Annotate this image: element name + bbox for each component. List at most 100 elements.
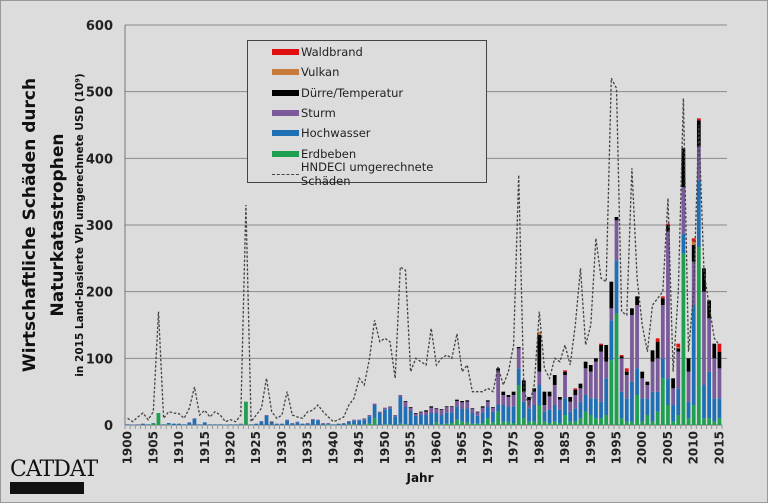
bar-drretemperatur-1982 [547, 391, 552, 397]
bar-erdbeben-2000 [640, 421, 645, 425]
bar-drretemperatur-1964 [455, 399, 459, 401]
bar-drretemperatur-1975 [511, 391, 516, 395]
bar-waldbrand-1987 [573, 388, 578, 390]
bar-erdbeben-2004 [660, 378, 665, 425]
y-tick-label: 600 [86, 19, 113, 34]
legend-swatch [272, 49, 299, 55]
bar-hochwasser-1932 [290, 423, 295, 425]
bar-hochwasser-1929 [274, 423, 279, 425]
bar-erdbeben-2015 [717, 418, 722, 425]
bar-waldbrand-1992 [599, 343, 603, 345]
bar-hochwasser-1925 [254, 423, 259, 425]
bar-sturm-1965 [460, 402, 464, 409]
bar-sturm-2006 [671, 388, 675, 405]
bar-hochwasser-1941 [336, 423, 341, 425]
bar-drretemperatur-1983 [552, 375, 557, 385]
logo-bar [10, 482, 84, 494]
bar-drretemperatur-1997 [624, 371, 629, 375]
x-tick-label: 2010 [687, 431, 701, 464]
bar-erdbeben-1995 [614, 313, 619, 425]
bar-drretemperatur-1986 [568, 397, 573, 402]
bar-drretemperatur-2009 [686, 358, 691, 372]
bar-drretemperatur-1954 [403, 401, 408, 402]
x-tick-label: 1950 [378, 431, 392, 464]
bar-hochwasser-1922 [238, 424, 243, 425]
bar-sturm-2015 [717, 368, 722, 399]
bar-sturm-1979 [532, 391, 537, 405]
bar-hochwasser-1973 [501, 405, 506, 422]
bar-drretemperatur-1972 [496, 368, 500, 372]
bar-erdbeben-1966 [465, 422, 470, 425]
bar-drretemperatur-1958 [424, 410, 428, 412]
bar-erdbeben-1964 [455, 419, 459, 425]
bar-hochwasser-1933 [295, 422, 300, 425]
bar-hochwasser-1939 [326, 423, 331, 425]
bar-sturm-1913 [192, 418, 197, 419]
bar-drretemperatur-1980 [537, 335, 542, 372]
legend-item-duerre: Dürre/Temperatur [272, 86, 403, 100]
bar-erdbeben-1957 [419, 424, 423, 425]
bar-erdbeben-1939 [326, 424, 331, 425]
bar-sturm-1974 [506, 397, 511, 407]
bar-drretemperatur-1967 [470, 408, 475, 409]
bar-waldbrand-2004 [660, 296, 665, 299]
bar-hochwasser-1937 [316, 420, 320, 425]
bar-hochwasser-1909 [172, 423, 176, 425]
bar-drretemperatur-2001 [645, 381, 650, 385]
legend-label: HNDECI umgerechnete Schäden [300, 160, 434, 188]
bar-sturm-1945 [357, 419, 362, 421]
bar-waldbrand-2010 [691, 238, 696, 242]
bar-drretemperatur-2003 [655, 341, 660, 359]
hndeci-line [127, 78, 720, 424]
bar-sturm-1975 [511, 395, 516, 407]
bar-erdbeben-1961 [439, 424, 444, 425]
bar-hochwasser-2015 [717, 398, 722, 419]
bar-hochwasser-1924 [249, 424, 253, 425]
bar-hochwasser-1948 [372, 405, 377, 419]
bar-erdbeben-1996 [619, 418, 624, 425]
bar-waldbrand-2015 [717, 343, 722, 352]
bar-hochwasser-1915 [202, 422, 207, 425]
bar-hochwasser-1919 [223, 424, 228, 426]
bar-hochwasser-2013 [707, 371, 712, 419]
bar-sturm-1966 [465, 401, 470, 409]
legend-dash-line [272, 173, 299, 175]
bar-drretemperatur-1989 [583, 361, 588, 369]
bar-vulkan-2010 [691, 241, 696, 245]
x-tick-label: 1965 [455, 431, 469, 464]
bar-sturm-1952 [393, 415, 398, 417]
bar-erdbeben-1951 [388, 424, 392, 425]
bar-hochwasser-1984 [558, 409, 562, 423]
legend-label: Dürre/Temperatur [301, 86, 404, 100]
x-tick-label: 1945 [352, 431, 366, 464]
bar-hochwasser-1927 [264, 415, 269, 425]
bar-hochwasser-1987 [573, 408, 578, 422]
bar-erdbeben-1977 [521, 418, 526, 425]
bar-waldbrand-1985 [563, 370, 567, 372]
bar-drretemperatur-2014 [712, 343, 717, 359]
x-tick-label: 1910 [172, 431, 186, 464]
logo-text: CATDAT [10, 457, 98, 482]
bar-hochwasser-1975 [511, 406, 516, 423]
bar-erdbeben-1973 [501, 421, 506, 425]
bar-hochwasser-1961 [439, 415, 444, 425]
bar-hochwasser-1970 [485, 407, 490, 419]
bar-sturm-1999 [635, 305, 639, 369]
bar-erdbeben-1979 [532, 421, 537, 425]
bar-vulkan-2007 [676, 347, 681, 349]
bar-hochwasser-1916 [208, 424, 212, 425]
bar-sturm-1936 [310, 419, 315, 420]
bar-erdbeben-1923 [244, 401, 248, 425]
legend-label: Waldbrand [301, 45, 363, 59]
bar-hochwasser-1935 [305, 423, 310, 425]
bar-hochwasser-1985 [563, 398, 567, 415]
bar-hochwasser-1903 [141, 423, 145, 425]
bar-sturm-1928 [269, 422, 274, 423]
x-tick-label: 1980 [532, 431, 546, 464]
bar-sturm-2003 [655, 358, 660, 392]
bar-hochwasser-2004 [660, 358, 665, 379]
bar-sturm-1922 [238, 423, 243, 425]
x-tick-label: 1995 [609, 431, 623, 464]
bar-erdbeben-1965 [460, 421, 464, 425]
legend-swatch [272, 90, 299, 96]
